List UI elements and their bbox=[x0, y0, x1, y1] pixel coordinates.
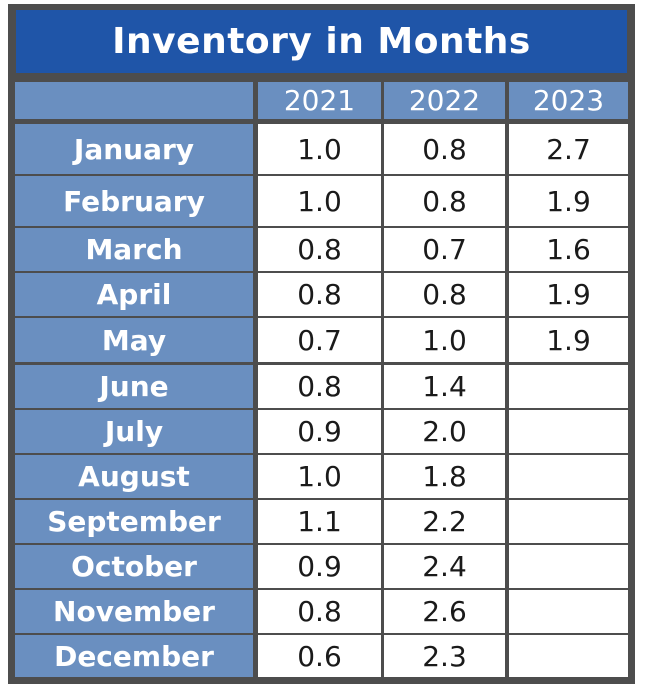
value-cell-january-2022: 0.8 bbox=[384, 124, 505, 174]
value-cell-september-2021: 1.1 bbox=[258, 500, 381, 543]
value-cell-november-2023 bbox=[509, 590, 628, 633]
value-cell-june-2021: 0.8 bbox=[258, 365, 381, 408]
value-cell-july-2021: 0.9 bbox=[258, 410, 381, 453]
row-label-may: May bbox=[15, 318, 253, 362]
value-cell-november-2022: 2.6 bbox=[384, 590, 505, 633]
value-cell-september-2022: 2.2 bbox=[384, 500, 505, 543]
row-label-february: February bbox=[15, 176, 253, 226]
row-label-september: September bbox=[15, 500, 253, 543]
value-cell-october-2021: 0.9 bbox=[258, 545, 381, 588]
value-cell-august-2022: 1.8 bbox=[384, 455, 505, 498]
value-cell-may-2023: 1.9 bbox=[509, 318, 628, 362]
column-header-2022: 2022 bbox=[384, 82, 505, 119]
value-cell-december-2022: 2.3 bbox=[384, 635, 505, 677]
value-cell-december-2023 bbox=[509, 635, 628, 677]
table-frame: Inventory in Months 2021 2022 2023 January 1… bbox=[8, 4, 635, 684]
value-cell-february-2023: 1.9 bbox=[509, 176, 628, 226]
value-cell-april-2023: 1.9 bbox=[509, 273, 628, 316]
row-label-january: January bbox=[15, 124, 253, 174]
row-label-november: November bbox=[15, 590, 253, 633]
value-cell-august-2023 bbox=[509, 455, 628, 498]
value-cell-march-2023: 1.6 bbox=[509, 228, 628, 271]
value-cell-june-2023 bbox=[509, 365, 628, 408]
column-header-2023: 2023 bbox=[509, 82, 628, 119]
column-header-2021: 2021 bbox=[258, 82, 381, 119]
value-cell-july-2022: 2.0 bbox=[384, 410, 505, 453]
value-cell-february-2022: 0.8 bbox=[384, 176, 505, 226]
value-cell-march-2021: 0.8 bbox=[258, 228, 381, 271]
value-cell-april-2021: 0.8 bbox=[258, 273, 381, 316]
value-cell-october-2022: 2.4 bbox=[384, 545, 505, 588]
row-label-august: August bbox=[15, 455, 253, 498]
value-cell-august-2021: 1.0 bbox=[258, 455, 381, 498]
value-cell-january-2023: 2.7 bbox=[509, 124, 628, 174]
table-title: Inventory in Months bbox=[16, 10, 627, 73]
row-label-july: July bbox=[15, 410, 253, 453]
row-label-october: October bbox=[15, 545, 253, 588]
value-cell-may-2021: 0.7 bbox=[258, 318, 381, 362]
row-label-june: June bbox=[15, 365, 253, 408]
value-cell-april-2022: 0.8 bbox=[384, 273, 505, 316]
value-cell-may-2022: 1.0 bbox=[384, 318, 505, 362]
value-cell-june-2022: 1.4 bbox=[384, 365, 505, 408]
row-label-april: April bbox=[15, 273, 253, 316]
value-cell-july-2023 bbox=[509, 410, 628, 453]
value-cell-february-2021: 1.0 bbox=[258, 176, 381, 226]
header-corner bbox=[15, 82, 253, 119]
value-cell-october-2023 bbox=[509, 545, 628, 588]
value-cell-december-2021: 0.6 bbox=[258, 635, 381, 677]
row-label-march: March bbox=[15, 228, 253, 271]
row-label-december: December bbox=[15, 635, 253, 677]
value-cell-march-2022: 0.7 bbox=[384, 228, 505, 271]
value-cell-september-2023 bbox=[509, 500, 628, 543]
value-cell-january-2021: 1.0 bbox=[258, 124, 381, 174]
value-cell-november-2021: 0.8 bbox=[258, 590, 381, 633]
